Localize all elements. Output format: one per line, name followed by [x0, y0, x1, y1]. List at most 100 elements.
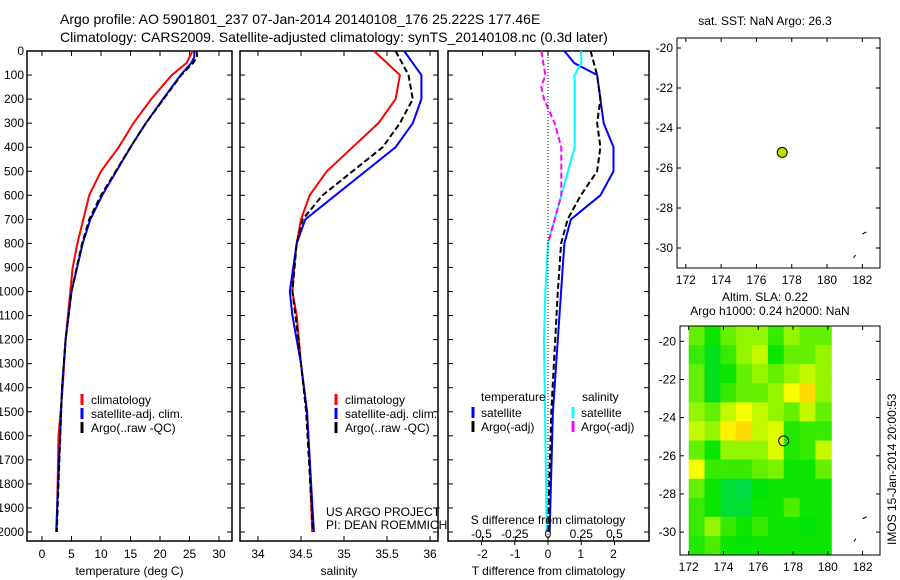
ytick-label: -26 [656, 161, 674, 175]
heatmap-cell [752, 497, 769, 518]
ytick-label: -28 [656, 201, 674, 215]
heatmap-cell [688, 364, 706, 384]
legend-label: Argo(-adj) [481, 420, 534, 434]
xtick-label: 180 [817, 273, 837, 287]
ytick-label: -26 [659, 449, 677, 463]
series-s-satellite [543, 51, 583, 533]
heatmap-cell [720, 345, 737, 365]
heatmap-cell [720, 402, 737, 422]
heatmap-cell [815, 364, 832, 384]
heatmap-cell [720, 440, 737, 461]
ytick-label: 1800 [0, 477, 24, 491]
heatmap-cell [767, 497, 785, 518]
heatmap-cell [720, 478, 737, 499]
sla-map-frame [679, 325, 881, 556]
heatmap-cell [720, 383, 737, 403]
legend-label: satellite-adj. clim. [345, 407, 437, 421]
ytick-label: -28 [659, 487, 677, 501]
heatmap-cell [767, 364, 785, 384]
heatmap-cell [783, 535, 801, 556]
heatmap-cell [688, 478, 706, 499]
ytick-label: 2000 [0, 525, 24, 539]
heatmap-cell [752, 421, 769, 441]
xtick-label: 174 [713, 560, 733, 574]
series-t-satellite [548, 50, 615, 533]
legend-label: Argo(..raw -QC) [345, 421, 430, 435]
xtick-label: 178 [783, 560, 803, 574]
xtick-label: 172 [676, 273, 696, 287]
heatmap-cell [752, 383, 769, 403]
heatmap-cell [720, 326, 737, 346]
heatmap-cell [783, 459, 801, 480]
xtick-label: 176 [748, 560, 768, 574]
heatmap-cell [688, 497, 706, 518]
ytick-label: -30 [659, 525, 677, 539]
x2tick-label: -0.5 [471, 527, 492, 541]
xtick-label: 172 [679, 560, 699, 574]
heatmap-cell [799, 364, 816, 384]
series-satellite-adj-clim- [55, 51, 196, 533]
heatmap-cell [815, 383, 832, 403]
heatmap-cell [815, 421, 832, 441]
ytick-label: 1600 [0, 429, 24, 443]
coastline [853, 516, 867, 542]
panel-temperature [26, 50, 233, 542]
ytick-label: 1500 [0, 405, 24, 419]
legend-label: satellite [581, 406, 622, 420]
heatmap-cell [767, 516, 785, 537]
heatmap-cell [767, 478, 785, 499]
heatmap-cell [704, 421, 721, 441]
heatmap-cell [704, 440, 721, 461]
ytick-label: 700 [4, 212, 24, 226]
ytick-label: 800 [4, 236, 24, 250]
heatmap-cell [736, 535, 753, 556]
panel-difference [447, 50, 650, 542]
ytick-label: -22 [656, 81, 674, 95]
xtick-label: 174 [711, 273, 731, 287]
ytick-label: 900 [4, 260, 24, 274]
xtick-label: -1 [510, 547, 521, 561]
heatmap-cell [815, 326, 832, 346]
x2tick-label: 0.5 [606, 527, 623, 541]
ytick-label: 1200 [0, 333, 24, 347]
legend-label: climatology [91, 393, 151, 407]
legend-label: climatology [345, 393, 405, 407]
xtick-label: 5 [68, 547, 75, 561]
legend-label: Argo(-adj) [581, 420, 634, 434]
argo-position-marker [776, 146, 788, 158]
heatmap-cell [736, 478, 753, 499]
xtick-label: 30 [212, 547, 226, 561]
xtick-label: 176 [746, 273, 766, 287]
heatmap-cell [815, 402, 832, 422]
heatmap-cell [767, 535, 785, 556]
heatmap-cell [704, 383, 721, 403]
heatmap-cell [767, 440, 785, 461]
legend-label: Argo(..raw -QC) [91, 421, 176, 435]
argo-position-marker [778, 435, 790, 447]
legend-label: satellite-adj. clim. [91, 407, 183, 421]
heatmap-cell [799, 459, 816, 480]
heatmap-cell [752, 364, 769, 384]
heatmap-cell [736, 440, 753, 461]
ytick-label: 1000 [0, 285, 24, 299]
heatmap-cell [688, 326, 706, 346]
sst-map-frame [676, 37, 881, 269]
heatmap-cell [736, 459, 753, 480]
heatmap-cell [799, 535, 816, 556]
sla-map-title: Altim. SLA: 0.22 [722, 290, 808, 304]
xtick-label: 35.5 [375, 547, 399, 561]
ytick-label: 1100 [0, 309, 24, 323]
heatmap-cell [704, 478, 721, 499]
legend-t-title: temperature [481, 390, 546, 404]
heatmap-cell [752, 459, 769, 480]
title-line-2: Climatology: CARS2009. Satellite-adjuste… [60, 29, 608, 45]
xlabel: temperature (deg C) [75, 564, 183, 578]
xtick-label: 35 [337, 547, 351, 561]
heatmap-cell [752, 478, 769, 499]
heatmap-cell [720, 459, 737, 480]
heatmap-cell [688, 516, 706, 537]
ytick-label: -24 [656, 121, 674, 135]
series-argo-raw-qc- [55, 50, 199, 533]
ytick-label: 400 [4, 140, 24, 154]
heatmap-cell [799, 421, 816, 441]
